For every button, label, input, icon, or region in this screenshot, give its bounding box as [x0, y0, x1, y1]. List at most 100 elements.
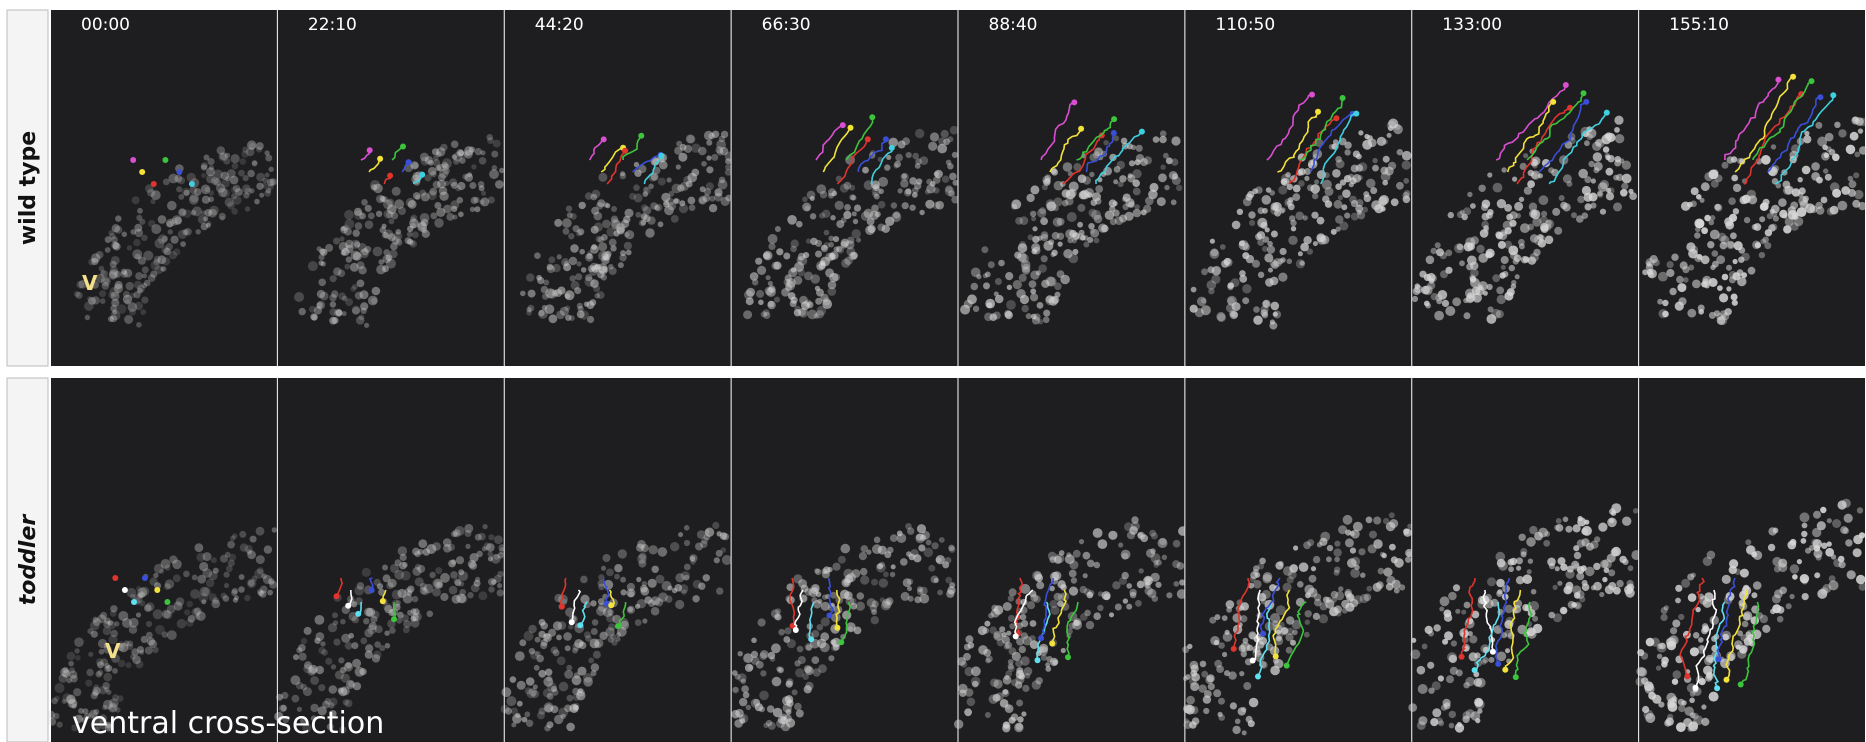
cell	[947, 163, 953, 169]
cell	[770, 656, 775, 661]
cell	[1790, 202, 1798, 210]
cell	[1003, 602, 1012, 611]
cell	[203, 216, 208, 221]
cell	[1349, 182, 1354, 187]
cell	[1688, 265, 1694, 271]
cell	[158, 215, 167, 224]
cell	[1829, 580, 1839, 590]
cell	[1345, 591, 1352, 598]
cell	[137, 285, 145, 293]
cell	[494, 535, 503, 544]
cell	[916, 534, 923, 541]
cell	[1019, 254, 1029, 264]
cell	[725, 195, 732, 202]
cell	[720, 147, 728, 155]
cell	[1158, 173, 1167, 182]
cell	[620, 621, 629, 630]
cell	[488, 556, 493, 561]
cell	[1271, 302, 1280, 311]
cell	[86, 669, 93, 676]
cell	[545, 669, 552, 676]
cell	[739, 698, 747, 706]
cell	[256, 527, 265, 536]
cell	[1498, 561, 1508, 571]
cell	[635, 619, 642, 626]
track-head	[559, 604, 565, 610]
cell	[618, 262, 624, 268]
track-head	[1738, 682, 1744, 688]
cell	[1079, 230, 1085, 236]
cell	[1296, 598, 1305, 607]
cell	[304, 627, 312, 635]
cell	[506, 696, 516, 706]
cell	[751, 651, 758, 658]
cell	[574, 287, 581, 294]
cell	[825, 253, 834, 262]
cell	[407, 232, 413, 238]
cell	[950, 126, 959, 135]
cell	[1556, 518, 1562, 524]
cell	[364, 246, 371, 253]
cell	[1210, 249, 1220, 259]
cell	[687, 135, 696, 144]
cell	[1722, 162, 1729, 169]
cell	[263, 178, 269, 184]
cell	[1278, 273, 1287, 282]
cell	[226, 565, 233, 572]
cell	[1016, 700, 1023, 707]
cell	[1641, 677, 1648, 684]
cell	[1043, 241, 1053, 251]
cell	[874, 537, 881, 544]
cell	[1303, 541, 1311, 549]
cell	[898, 141, 906, 149]
cell	[1432, 708, 1441, 717]
cell	[1225, 630, 1230, 635]
cell	[1733, 184, 1741, 192]
cell	[1006, 300, 1016, 310]
cell	[430, 212, 437, 219]
cell	[991, 609, 1000, 618]
cell	[1667, 700, 1675, 708]
cell	[915, 129, 924, 138]
timestamp: 88:40	[989, 15, 1038, 35]
cell	[1351, 165, 1359, 173]
cell	[1080, 586, 1087, 593]
cell	[316, 666, 324, 674]
cell	[97, 670, 103, 676]
cell	[1253, 306, 1260, 313]
cell	[901, 592, 910, 601]
cell	[243, 175, 249, 181]
cell	[1265, 278, 1274, 287]
track-head	[139, 169, 145, 175]
cell	[296, 682, 304, 690]
cell	[360, 668, 367, 675]
cell	[1538, 528, 1548, 538]
cell	[318, 647, 325, 654]
cell	[1576, 572, 1584, 580]
cell	[1576, 215, 1584, 223]
cell	[1262, 246, 1268, 252]
cell	[1428, 688, 1434, 694]
cell	[964, 708, 972, 716]
cell	[1593, 152, 1602, 161]
cell	[1489, 657, 1495, 663]
cell	[259, 193, 264, 198]
cell	[919, 210, 924, 215]
cell	[458, 569, 464, 575]
cell	[667, 177, 672, 182]
cell	[264, 545, 272, 553]
cell	[1593, 167, 1599, 173]
cell	[898, 188, 903, 193]
cell	[620, 250, 626, 256]
cell	[325, 658, 332, 665]
cell	[469, 147, 475, 153]
cell	[1005, 311, 1013, 319]
cell	[569, 257, 577, 265]
cell	[1140, 158, 1148, 166]
cell	[1037, 236, 1042, 241]
cell	[673, 198, 678, 203]
cell	[1619, 556, 1626, 563]
ventral-marker: V	[82, 271, 98, 295]
cell	[1586, 543, 1594, 551]
cell	[1657, 654, 1662, 659]
